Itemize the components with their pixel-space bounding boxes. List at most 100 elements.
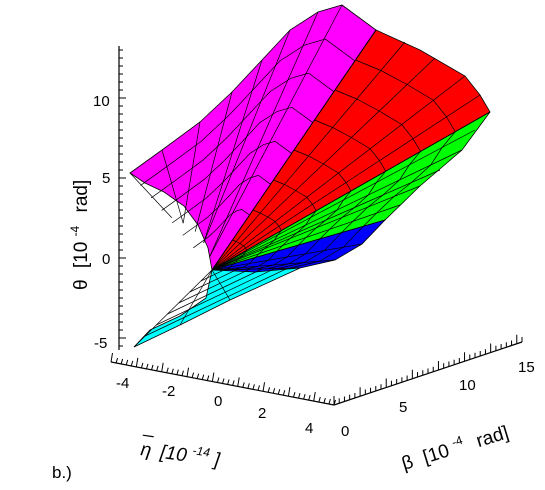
mesh-line [222, 239, 248, 271]
x-tick [135, 357, 139, 367]
surface-mesh [129, 4, 491, 348]
x-tick [292, 392, 296, 398]
x-tick [166, 367, 169, 373]
y-axis-title: β [10 -4 rad] [397, 415, 511, 475]
x-axis-unit-suffix: ] [211, 449, 222, 471]
x-tick-label: 2 [258, 405, 266, 422]
svg-text:η [10 -14 ]: η [10 -14 ] [139, 431, 222, 471]
x-tick [282, 390, 286, 396]
x-tick [196, 373, 200, 379]
mesh-line [211, 29, 377, 271]
x-tick [262, 382, 266, 392]
mesh-line [179, 269, 213, 326]
mesh-line [209, 11, 319, 257]
mesh-line [171, 140, 292, 224]
y-tick-label: 10 [459, 377, 476, 394]
x-tick [257, 385, 260, 391]
x-tick [140, 362, 144, 369]
x-tick [181, 370, 184, 376]
y-axis-symbol: β [399, 451, 416, 474]
z-axis-title: θ [10 -4 rad] [68, 180, 92, 290]
mesh-line [255, 149, 352, 270]
x-tick [120, 358, 124, 365]
z-tick-label: 0 [102, 251, 110, 268]
mesh-line [182, 174, 271, 236]
mesh-line [211, 269, 231, 301]
mesh-line [233, 209, 282, 270]
mesh-line [266, 119, 387, 270]
mesh-line [178, 268, 250, 304]
x-tick [156, 365, 159, 371]
x-tick [313, 392, 316, 402]
y-axis-unit-suffix: rad] [474, 422, 511, 452]
mesh-line [194, 91, 233, 232]
x-tick [130, 360, 134, 367]
x-tick [115, 357, 119, 364]
x-tick [222, 378, 225, 384]
x-tick [237, 377, 240, 387]
x-tick [186, 367, 190, 377]
mesh-line [193, 209, 250, 249]
x-tick [247, 383, 250, 389]
z-axis-unit-suffix: rad] [71, 180, 92, 213]
x-tick [171, 368, 174, 374]
x-tick [272, 388, 276, 394]
x-tick [211, 372, 215, 382]
x-tick [303, 393, 306, 400]
x-tick [227, 379, 230, 385]
x-axis-title: η [10 -14 ] [139, 431, 222, 471]
z-axis-unit-prefix: [10 [71, 242, 92, 268]
x-axis-exponent: -14 [192, 443, 211, 459]
mesh-line [161, 149, 184, 224]
y-axis-exponent: -4 [450, 433, 465, 450]
z-axis-exponent: -4 [68, 225, 82, 236]
y-ticks [333, 334, 523, 405]
z-axis-symbol: θ [71, 279, 92, 290]
surface [129, 4, 491, 348]
x-tick [161, 362, 164, 372]
mesh-line [144, 267, 288, 337]
mesh-line [150, 72, 335, 199]
mesh-line [244, 179, 317, 270]
x-tick [267, 387, 271, 393]
x-axis-symbol: η [139, 439, 152, 461]
x-tick [328, 398, 331, 405]
mesh-line [288, 59, 456, 269]
mesh-line [133, 269, 213, 348]
mesh-line [209, 4, 343, 257]
svg-text:β [10 -4 rad: β [10 -4 rad] [397, 415, 511, 475]
x-ticks [110, 352, 336, 406]
x-tick [252, 384, 255, 390]
x-tick [110, 352, 113, 363]
surface-region-cyan [133, 267, 301, 348]
x-tick [277, 389, 281, 395]
mesh-line [161, 106, 313, 211]
mesh-line [277, 89, 421, 269]
x-tick [125, 359, 129, 366]
x-tick [206, 375, 210, 381]
x-tick-label: 0 [214, 393, 222, 410]
mesh-line [167, 268, 263, 315]
z-tick-label: 5 [102, 170, 110, 187]
x-tick-label: 4 [305, 420, 313, 437]
x-tick [151, 364, 154, 370]
panel-label: b.) [52, 463, 72, 482]
mesh-line [189, 269, 238, 293]
x-tick [201, 374, 205, 380]
mesh-line [156, 268, 276, 326]
x-tick [216, 377, 220, 383]
mesh-line [211, 267, 301, 271]
x-tick-label: -2 [162, 383, 175, 400]
y-tick-label: 15 [518, 359, 535, 376]
z-tick-label: -5 [94, 335, 107, 352]
x-tick [145, 363, 149, 369]
mesh-line [140, 38, 356, 186]
z-tick-label: 10 [93, 93, 110, 110]
x-tick [242, 382, 245, 388]
x-tick [232, 380, 235, 386]
surface-region-magenta [129, 4, 377, 272]
y-tick-label: 5 [399, 399, 407, 416]
x-tick [308, 394, 311, 401]
x-tick [191, 372, 195, 378]
